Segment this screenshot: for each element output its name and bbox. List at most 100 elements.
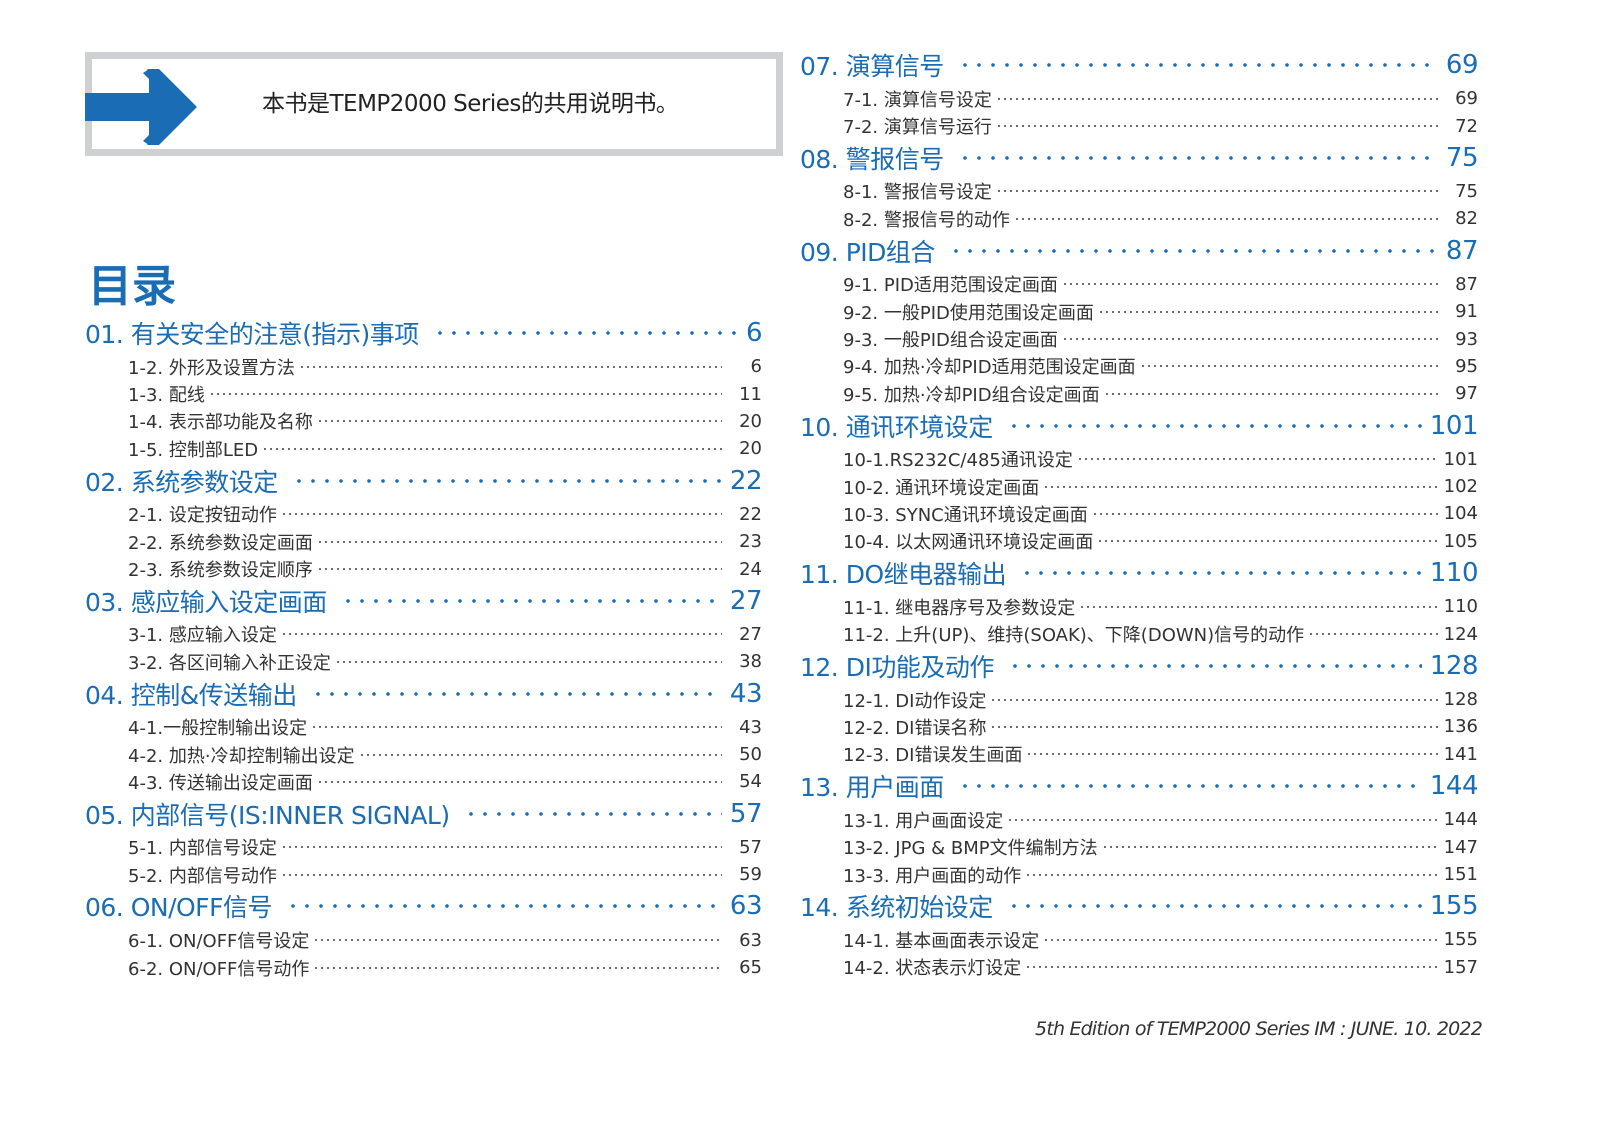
subsection-page-number: 155 <box>1443 929 1478 951</box>
toc-subsection-entry[interactable]: 11-2. 上升(UP)、维持(SOAK)、下降(DOWN)信号的动作 124 <box>800 620 1478 647</box>
toc-subsection-entry[interactable]: 14-2. 状态表示灯设定 157 <box>800 954 1478 981</box>
dot-leader <box>1006 903 1422 910</box>
toc-subsection-entry[interactable]: 9-3. 一般PID组合设定画面 93 <box>800 325 1478 352</box>
dot-leader <box>340 597 722 604</box>
toc-left-column: 01. 有关安全的注意(指示)事项 6 1-2. 外形及设置方法 6 1-3. 配线 11… <box>85 315 763 981</box>
toc-subsection-entry[interactable]: 2-1. 设定按钮动作 22 <box>85 501 762 528</box>
toc-subsection-entry[interactable]: 10-1.RS232C/485通讯设定 101 <box>800 446 1478 473</box>
subsection-page-number: 22 <box>739 503 762 525</box>
subsection-title: 2-3. 系统参数设定顺序 <box>128 560 313 582</box>
toc-subsection-entry[interactable]: 10-2. 通讯环境设定画面 102 <box>800 473 1478 500</box>
toc-subsection-entry[interactable]: 1-2. 外形及设置方法 6 <box>85 353 762 380</box>
toc-subsection-entry[interactable]: 8-1. 警报信号设定 75 <box>800 178 1478 205</box>
dot-leader <box>1097 539 1438 544</box>
section-title: 06. ON/OFF信号 <box>85 893 272 923</box>
toc-subsection-entry[interactable]: 4-1.一般控制输出设定 43 <box>85 714 762 741</box>
subsection-page-number: 59 <box>739 864 762 886</box>
toc-section-entry[interactable]: 04. 控制&传送输出 43 <box>85 679 763 710</box>
dot-leader <box>1043 937 1438 942</box>
toc-subsection-entry[interactable]: 2-3. 系统参数设定顺序 24 <box>85 555 762 582</box>
subsection-title: 14-2. 状态表示灯设定 <box>843 958 1022 980</box>
section-title: 12. DI功能及动作 <box>800 652 994 682</box>
section-title: 14. 系统初始设定 <box>800 893 993 923</box>
subsection-title: 6-1. ON/OFF信号设定 <box>128 931 310 953</box>
subsection-title: 1-3. 配线 <box>128 385 205 407</box>
toc-subsection-entry[interactable]: 7-1. 演算信号设定 69 <box>800 85 1478 112</box>
subsection-page-number: 95 <box>1455 355 1478 377</box>
edition-footer: 5th Edition of TEMP2000 Series IM : JUNE… <box>1035 1018 1483 1040</box>
dot-leader <box>1007 817 1438 822</box>
section-title: 04. 控制&传送输出 <box>85 680 297 710</box>
toc-subsection-entry[interactable]: 6-1. ON/OFF信号设定 63 <box>85 926 762 953</box>
toc-section-entry[interactable]: 09. PID组合 87 <box>800 236 1479 267</box>
toc-section-entry[interactable]: 03. 感应输入设定画面 27 <box>85 586 763 617</box>
subsection-title: 3-2. 各区间输入补正设定 <box>128 652 331 674</box>
subsection-title: 11-2. 上升(UP)、维持(SOAK)、下降(DOWN)信号的动作 <box>843 625 1305 647</box>
toc-subsection-entry[interactable]: 6-2. ON/OFF信号动作 65 <box>85 954 762 981</box>
dot-leader <box>316 779 722 784</box>
toc-subsection-entry[interactable]: 3-2. 各区间输入补正设定 38 <box>85 648 762 675</box>
toc-subsection-entry[interactable]: 1-4. 表示部功能及名称 20 <box>85 408 762 435</box>
toc-subsection-entry[interactable]: 1-3. 配线 11 <box>85 380 762 407</box>
toc-subsection-entry[interactable]: 7-2. 演算信号运行 72 <box>800 112 1478 139</box>
toc-section-entry[interactable]: 08. 警报信号 75 <box>800 142 1479 174</box>
toc-subsection-entry[interactable]: 13-3. 用户画面的动作 151 <box>800 861 1478 888</box>
subsection-title: 1-2. 外形及设置方法 <box>128 357 295 379</box>
subsection-title: 4-1.一般控制输出设定 <box>128 718 308 740</box>
toc-subsection-entry[interactable]: 1-5. 控制部LED 20 <box>85 435 762 462</box>
toc-subsection-entry[interactable]: 10-4. 以太网通讯环境设定画面 105 <box>800 528 1478 555</box>
toc-subsection-entry[interactable]: 14-1. 基本画面表示设定 155 <box>800 926 1478 953</box>
toc-subsection-entry[interactable]: 3-1. 感应输入设定 27 <box>85 621 762 648</box>
toc-subsection-entry[interactable]: 12-3. DI错误发生画面 141 <box>800 741 1478 768</box>
toc-subsection-entry[interactable]: 11-1. 继电器序号及参数设定 110 <box>800 593 1478 620</box>
toc-subsection-entry[interactable]: 9-2. 一般PID使用范围设定画面 91 <box>800 298 1478 325</box>
section-title: 02. 系统参数设定 <box>85 467 278 497</box>
subsection-title: 13-2. JPG & BMP文件编制方法 <box>843 838 1098 860</box>
toc-section-entry[interactable]: 14. 系统初始设定 155 <box>800 891 1479 923</box>
dot-leader <box>1103 391 1438 396</box>
toc-subsection-entry[interactable]: 12-2. DI错误名称 136 <box>800 713 1478 740</box>
toc-title: 目录 <box>88 261 176 312</box>
toc-subsection-entry[interactable]: 9-5. 加热·冷却PID组合设定画面 97 <box>800 380 1478 407</box>
subsection-page-number: 104 <box>1443 503 1478 525</box>
subsection-page-number: 38 <box>739 651 762 673</box>
dot-leader <box>957 154 1438 161</box>
toc-section-entry[interactable]: 05. 内部信号(IS:INNER SIGNAL) 57 <box>85 799 763 830</box>
subsection-title: 10-1.RS232C/485通讯设定 <box>843 450 1073 472</box>
section-page-number: 144 <box>1429 771 1479 802</box>
dot-leader <box>316 567 722 572</box>
toc-section-entry[interactable]: 02. 系统参数设定 22 <box>85 466 763 497</box>
subsection-page-number: 69 <box>1455 88 1478 110</box>
toc-subsection-entry[interactable]: 2-2. 系统参数设定画面 23 <box>85 528 762 555</box>
toc-section-entry[interactable]: 07. 演算信号 69 <box>800 50 1479 81</box>
toc-subsection-entry[interactable]: 13-1. 用户画面设定 144 <box>800 806 1478 833</box>
toc-subsection-entry[interactable]: 9-1. PID适用范围设定画面 87 <box>800 271 1478 298</box>
dot-leader <box>1013 216 1438 221</box>
toc-subsection-entry[interactable]: 4-3. 传送输出设定画面 54 <box>85 768 762 795</box>
toc-subsection-entry[interactable]: 9-4. 加热·冷却PID适用范围设定画面 95 <box>800 353 1478 380</box>
dot-leader <box>990 697 1438 702</box>
toc-subsection-entry[interactable]: 10-3. SYNC通讯环境设定画面 104 <box>800 500 1478 527</box>
toc-subsection-entry[interactable]: 13-2. JPG & BMP文件编制方法 147 <box>800 833 1478 860</box>
section-page-number: 75 <box>1445 142 1479 173</box>
notice-box: 本书是TEMP2000 Series的共用说明书。 <box>85 52 783 156</box>
section-title: 05. 内部信号(IS:INNER SIGNAL) <box>85 800 450 830</box>
toc-subsection-entry[interactable]: 8-2. 警报信号的动作 82 <box>800 205 1478 232</box>
toc-section-entry[interactable]: 10. 通讯环境设定 101 <box>800 411 1479 442</box>
subsection-title: 6-2. ON/OFF信号动作 <box>128 958 310 980</box>
dot-leader <box>1043 484 1438 489</box>
dot-leader <box>1061 282 1438 287</box>
subsection-title: 9-5. 加热·冷却PID组合设定画面 <box>843 384 1100 406</box>
dot-leader <box>957 62 1438 68</box>
toc-subsection-entry[interactable]: 5-2. 内部信号动作 59 <box>85 861 762 888</box>
toc-section-entry[interactable]: 12. DI功能及动作 128 <box>800 651 1479 682</box>
toc-subsection-entry[interactable]: 5-1. 内部信号设定 57 <box>85 834 762 861</box>
toc-section-entry[interactable]: 06. ON/OFF信号 63 <box>85 891 763 923</box>
dot-leader <box>995 189 1438 194</box>
toc-subsection-entry[interactable]: 12-1. DI动作设定 128 <box>800 686 1478 713</box>
toc-section-entry[interactable]: 11. DO继电器输出 110 <box>800 558 1479 589</box>
toc-section-entry[interactable]: 13. 用户画面 144 <box>800 771 1479 802</box>
toc-section-entry[interactable]: 01. 有关安全的注意(指示)事项 6 <box>85 318 763 349</box>
toc-subsection-entry[interactable]: 4-2. 加热·冷却控制输出设定 50 <box>85 741 762 768</box>
subsection-title: 9-1. PID适用范围设定画面 <box>843 275 1058 297</box>
